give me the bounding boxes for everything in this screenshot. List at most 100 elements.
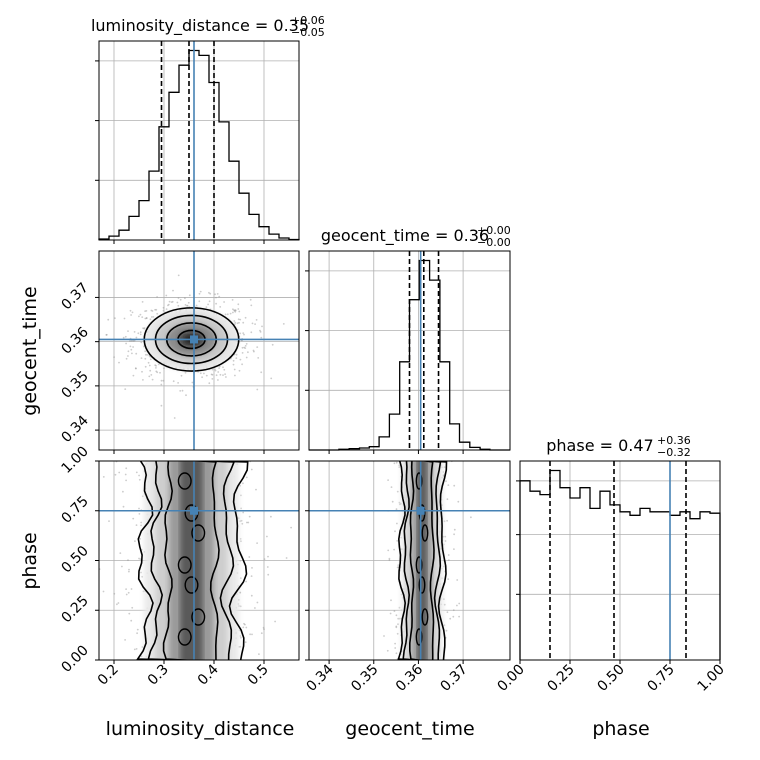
- sample-point: [177, 297, 180, 299]
- sample-point: [237, 318, 240, 321]
- sample-point: [139, 331, 142, 334]
- sample-point: [395, 508, 398, 511]
- sample-point: [141, 301, 144, 303]
- diag-title-phase-sub: −0.32: [657, 446, 691, 459]
- sample-point: [250, 575, 253, 577]
- sample-point: [285, 557, 288, 559]
- sample-point: [239, 332, 242, 335]
- sample-point: [248, 556, 251, 558]
- sample-point: [162, 379, 165, 382]
- sample-point: [232, 308, 234, 311]
- sample-point: [124, 473, 127, 476]
- diag-title-geocent-time: geocent_time = 0.36: [321, 226, 489, 246]
- sample-point: [136, 628, 139, 631]
- sample-point: [239, 591, 242, 594]
- sample-point: [239, 577, 242, 579]
- sample-point: [141, 646, 144, 648]
- sample-point: [249, 298, 252, 301]
- sample-point: [229, 312, 232, 315]
- sample-point: [184, 371, 187, 374]
- y-tick-label-phase: 0.50: [58, 543, 91, 576]
- sample-point: [172, 289, 174, 292]
- sample-point: [250, 594, 253, 597]
- sample-point: [148, 364, 151, 367]
- sample-point: [151, 378, 154, 381]
- sample-point: [452, 609, 455, 612]
- sample-point: [216, 293, 219, 295]
- sample-point: [168, 300, 171, 303]
- sample-point: [198, 292, 201, 295]
- y-tick-label-geocent-time: 0.36: [58, 324, 91, 357]
- sample-point: [255, 488, 257, 491]
- sample-point: [176, 301, 179, 304]
- x-tick-label-luminosity-distance: 0.4: [195, 661, 222, 688]
- sample-point: [453, 484, 456, 487]
- diag-title-geocent-time-sup: +0.00: [477, 224, 511, 237]
- sample-point: [458, 602, 461, 605]
- sample-point: [387, 479, 389, 481]
- sample-point: [256, 388, 259, 391]
- truth-marker: [416, 506, 425, 515]
- sample-point: [125, 588, 127, 590]
- sample-point: [274, 620, 276, 623]
- sample-point: [388, 557, 391, 560]
- sample-point: [138, 557, 140, 560]
- sample-point: [242, 321, 245, 324]
- sample-point: [389, 612, 392, 615]
- sample-point: [117, 602, 120, 604]
- x-tick-label-phase: 1.00: [694, 662, 727, 695]
- contour-line: [184, 576, 199, 594]
- x-tick-label-geocent-time: 0.34: [304, 661, 337, 694]
- sample-point: [393, 462, 396, 465]
- sample-point: [149, 358, 152, 361]
- contour-group: [136, 461, 249, 660]
- sample-point: [218, 367, 221, 369]
- diag-title-geocent-time-sub: −0.00: [477, 236, 511, 249]
- sample-point: [118, 361, 120, 364]
- sample-point: [390, 486, 393, 488]
- density-shading: [144, 461, 239, 660]
- sample-point: [163, 367, 165, 370]
- sample-point: [245, 476, 248, 479]
- sample-point: [144, 365, 147, 368]
- sample-point: [214, 369, 217, 372]
- sample-point: [239, 559, 242, 562]
- sample-point: [237, 303, 240, 306]
- sample-point: [395, 625, 398, 628]
- sample-point: [149, 369, 152, 372]
- sample-point: [457, 500, 460, 503]
- sample-point: [398, 617, 401, 620]
- sample-point: [262, 626, 265, 629]
- sample-point: [132, 517, 135, 520]
- ylabel-geocent-time: geocent_time: [19, 286, 41, 415]
- sample-point: [446, 519, 448, 522]
- sample-point: [154, 308, 157, 311]
- sample-point: [187, 301, 190, 304]
- xlabel-phase: phase: [592, 718, 649, 740]
- sample-point: [144, 357, 147, 360]
- sample-point: [139, 558, 142, 561]
- truth-marker: [190, 506, 198, 515]
- sample-point: [133, 331, 136, 333]
- sample-point: [260, 371, 263, 374]
- x-tick-label-geocent-time: 0.35: [348, 662, 381, 695]
- sample-point: [397, 623, 399, 626]
- sample-point: [242, 332, 245, 334]
- sample-point: [387, 549, 390, 552]
- sample-point: [259, 331, 262, 333]
- sample-point: [128, 568, 130, 571]
- sample-point: [233, 309, 236, 312]
- sample-point: [121, 565, 123, 568]
- sample-point: [184, 297, 186, 300]
- contour-line: [402, 461, 442, 660]
- sample-point: [442, 543, 445, 546]
- y-tick-label-phase: 0.00: [58, 642, 91, 675]
- sample-point: [238, 321, 240, 324]
- x-tick-label-luminosity-distance: 0.2: [95, 662, 122, 689]
- sample-point: [136, 632, 139, 635]
- density-level: [180, 461, 203, 660]
- contour-line: [162, 461, 220, 660]
- xlabel-luminosity-distance: luminosity_distance: [106, 718, 295, 740]
- sample-point: [127, 355, 129, 357]
- ylabel-phase: phase: [19, 532, 41, 589]
